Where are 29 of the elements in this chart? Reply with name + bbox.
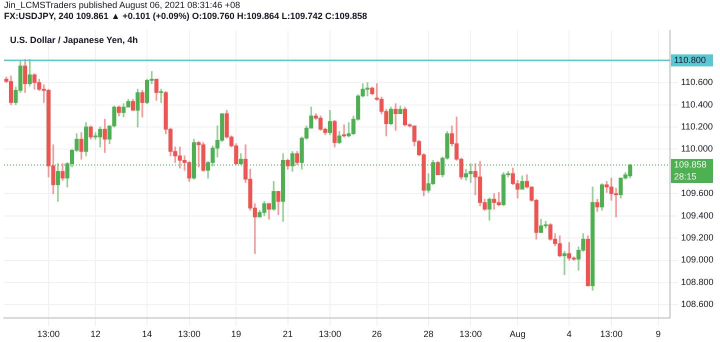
x-tick-label: 4 [566, 328, 572, 339]
x-tick-label: 28 [423, 328, 434, 339]
x-tick-label: 13:00 [459, 328, 482, 339]
y-tick-label: 110.000 [681, 144, 713, 154]
x-tick-label: 13:00 [178, 328, 201, 339]
y-tick-label: 110.200 [681, 121, 713, 132]
y-tick-label: 110.600 [681, 77, 713, 88]
x-tick-label: 26 [372, 328, 382, 339]
y-tick-label: 108.600 [681, 299, 714, 310]
y-tick-label: 109.400 [681, 210, 714, 220]
y-tick-label: 108.800 [681, 276, 714, 287]
x-tick-label: 13:00 [37, 328, 60, 339]
x-tick-label: 12 [90, 328, 100, 339]
ref-line-label: 109.858 28:15 [674, 159, 707, 182]
x-tick-label: 19 [231, 328, 242, 339]
ref-line-label: 110.800 [674, 54, 706, 65]
x-tick-label: 14 [142, 328, 152, 339]
annotation: U.S. Dollar / Japanese Yen, 4h [10, 34, 138, 45]
x-tick-label: Aug [510, 328, 526, 339]
chart-subtitle: FX:USDJPY, 240 109.861 ▲ +0.101 (+0.09%) O:109.760 H:109.864 L:109.742 C:109.858 [3, 11, 368, 22]
x-tick-label: 21 [282, 328, 293, 339]
y-tick-label: 109.200 [681, 232, 714, 243]
x-tick-label: 13:00 [318, 328, 342, 339]
x-tick-label: 9 [656, 328, 661, 339]
y-tick-label: 110.400 [681, 99, 713, 110]
y-tick-label: 109.600 [681, 188, 714, 198]
chart-title: Jin_LCMSTraders published August 06, 2021 08:31:46 +08 [3, 0, 242, 11]
x-tick-label: 13:00 [600, 328, 623, 339]
y-tick-label: 109.000 [681, 254, 714, 265]
